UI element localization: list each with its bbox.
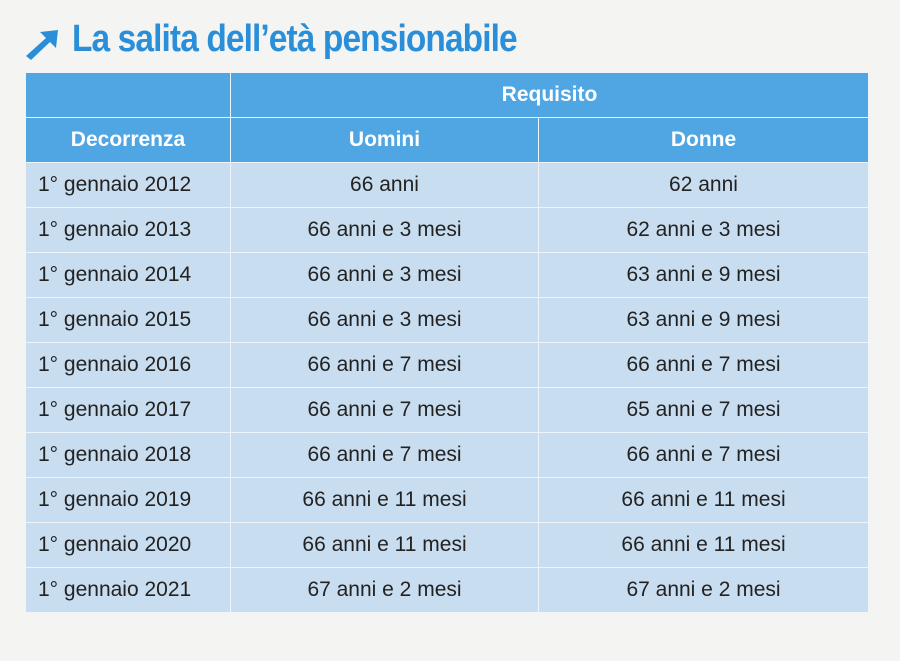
table-row: 1° gennaio 2017 66 anni e 7 mesi 65 anni e…	[25, 387, 870, 433]
table-cell: 1° gennaio 2016	[25, 342, 231, 388]
table-cell: 1° gennaio 2020	[25, 522, 231, 568]
table-row: 1° gennaio 2015 66 anni e 3 mesi 63 anni e…	[25, 297, 870, 343]
table-cell: 66 anni e 7 mesi	[230, 387, 539, 433]
column-header: Uomini	[230, 117, 539, 163]
column-header: Decorrenza	[25, 117, 231, 163]
arrow-icon	[26, 30, 58, 60]
table-cell: 63 anni e 9 mesi	[537, 252, 870, 298]
table-cell: 66 anni e 3 mesi	[230, 207, 539, 253]
title: La salita dell’età pensionabile	[72, 18, 518, 60]
table-cell: 66 anni e 11 mesi	[230, 522, 539, 568]
table-cell: 66 anni e 11 mesi	[537, 522, 870, 568]
table-cell: 62 anni e 3 mesi	[537, 207, 870, 253]
table-row: 1° gennaio 2014 66 anni e 3 mesi 63 anni e…	[25, 252, 870, 298]
table-cell: 66 anni	[230, 162, 539, 208]
table-row: 1° gennaio 2013 66 anni e 3 mesi 62 anni e…	[25, 207, 870, 253]
table-row: 1° gennaio 2020 66 anni e 11 mesi 66 anni …	[25, 522, 870, 568]
header-row: Decorrenza Uomini Donne	[25, 117, 870, 163]
table-cell: 1° gennaio 2019	[25, 477, 231, 523]
column-header: Donne	[537, 117, 870, 163]
table-row: 1° gennaio 2016 66 anni e 7 mesi 66 anni e…	[25, 342, 870, 388]
table-cell: 67 anni e 2 mesi	[537, 567, 870, 613]
header-row: Requisito	[25, 72, 870, 118]
table-cell: 67 anni e 2 mesi	[230, 567, 539, 613]
table-cell: 1° gennaio 2013	[25, 207, 231, 253]
header-cell	[25, 72, 231, 118]
table-cell: 66 anni e 3 mesi	[230, 252, 539, 298]
table-cell: 66 anni e 11 mesi	[230, 477, 539, 523]
table-cell: 63 anni e 9 mesi	[537, 297, 870, 343]
table-cell: 66 anni e 11 mesi	[537, 477, 870, 523]
table-cell: 1° gennaio 2021	[25, 567, 231, 613]
table-cell: 1° gennaio 2015	[25, 297, 231, 343]
table-body: 1° gennaio 2012 66 anni 62 anni 1° gennaio …	[25, 162, 870, 613]
group-header: Requisito	[229, 72, 870, 118]
table-cell: 66 anni e 7 mesi	[230, 432, 539, 478]
table-row: 1° gennaio 2018 66 anni e 7 mesi 66 anni e…	[25, 432, 870, 478]
table-cell: 1° gennaio 2018	[25, 432, 231, 478]
table-cell: 65 anni e 7 mesi	[537, 387, 870, 433]
table-row: 1° gennaio 2012 66 anni 62 anni	[25, 162, 870, 208]
table-cell: 66 anni e 3 mesi	[230, 297, 539, 343]
table-cell: 62 anni	[537, 162, 870, 208]
table-row: 1° gennaio 2019 66 anni e 11 mesi 66 anni …	[25, 477, 870, 523]
table-cell: 1° gennaio 2012	[25, 162, 231, 208]
table-cell: 66 anni e 7 mesi	[537, 432, 870, 478]
table-row: 1° gennaio 2021 67 anni e 2 mesi 67 anni e…	[25, 567, 870, 613]
table-cell: 1° gennaio 2017	[25, 387, 231, 433]
table-cell: 66 anni e 7 mesi	[537, 342, 870, 388]
table-cell: 66 anni e 7 mesi	[230, 342, 539, 388]
table-cell: 1° gennaio 2014	[25, 252, 231, 298]
table: Requisito Decorrenza Uomini Donne 1° genna…	[25, 72, 870, 613]
